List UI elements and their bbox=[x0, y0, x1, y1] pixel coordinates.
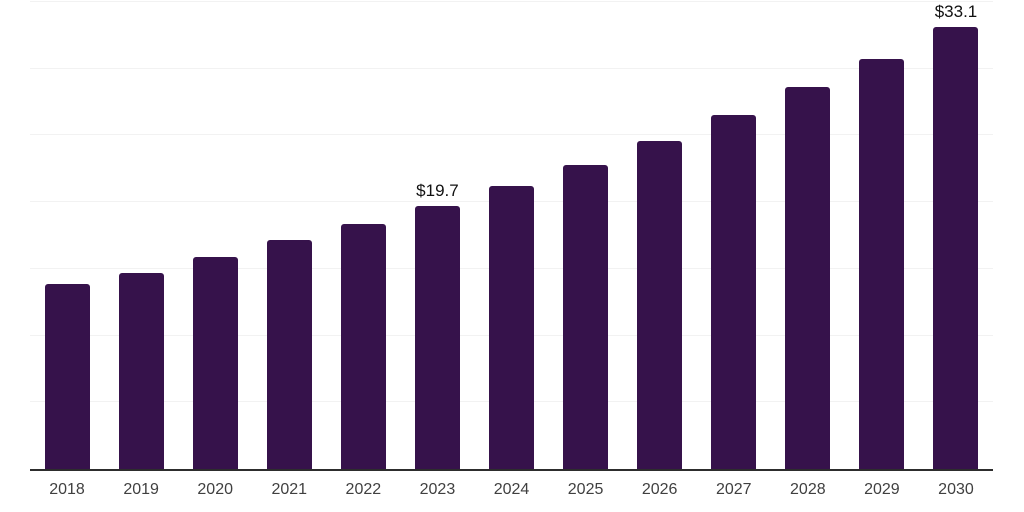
bar-2029 bbox=[859, 59, 905, 469]
bar-slot-2029 bbox=[845, 2, 919, 469]
bar-2021 bbox=[266, 239, 312, 469]
bar-2030 bbox=[933, 27, 979, 469]
bar-2028 bbox=[785, 87, 831, 469]
gridline-30 bbox=[30, 67, 993, 69]
bar-slot-2025 bbox=[549, 2, 623, 469]
x-tick-label-2022: 2022 bbox=[345, 481, 382, 498]
x-axis-labels: 2018 2019 2020 2021 2022 2023 2024 2025 2026 2027… bbox=[30, 482, 993, 498]
bar-2026 bbox=[637, 140, 683, 469]
bar-slot-2020 bbox=[178, 2, 252, 469]
x-tick-label-2024: 2024 bbox=[493, 481, 530, 498]
bar-2019 bbox=[118, 272, 164, 469]
bar-2023 bbox=[414, 206, 460, 469]
gridline-25 bbox=[30, 134, 993, 136]
bar-2020 bbox=[192, 256, 238, 469]
bar-slot-2021 bbox=[252, 2, 326, 469]
bar-slot-2024 bbox=[474, 2, 548, 469]
plot-area: $19.7 $33.1 bbox=[30, 1, 993, 471]
bar-slot-2023: $19.7 bbox=[400, 2, 474, 469]
bar-slot-2018 bbox=[30, 2, 104, 469]
x-tick-label-2030: 2030 bbox=[938, 481, 974, 498]
bar-2027 bbox=[711, 115, 757, 469]
x-tick-label-2023: 2023 bbox=[419, 481, 456, 498]
x-tick-label-2020: 2020 bbox=[197, 481, 233, 498]
x-tick-label-2025: 2025 bbox=[567, 481, 604, 498]
x-tick-label-2018: 2018 bbox=[49, 481, 85, 498]
bar-slot-2026 bbox=[623, 2, 697, 469]
x-tick-label-2021: 2021 bbox=[271, 481, 308, 498]
bar-slot-2028 bbox=[771, 2, 845, 469]
bar-slot-2019 bbox=[104, 2, 178, 469]
x-tick-label-2027: 2027 bbox=[715, 481, 752, 498]
bar-2025 bbox=[563, 164, 609, 469]
bar-2024 bbox=[489, 186, 534, 469]
x-tick-label-2029: 2029 bbox=[864, 481, 900, 498]
x-tick-label-2028: 2028 bbox=[790, 481, 826, 498]
x-tick-label-2019: 2019 bbox=[123, 481, 159, 498]
bar-value-label-2030: $33.1 bbox=[934, 2, 978, 22]
bar-slot-2030: $33.1 bbox=[919, 2, 993, 469]
bars-row: $19.7 $33.1 bbox=[30, 2, 993, 469]
bar-2018 bbox=[44, 283, 90, 469]
gridline-35 bbox=[30, 1, 993, 2]
bar-slot-2022 bbox=[326, 2, 400, 469]
bar-2022 bbox=[340, 223, 386, 469]
bar-slot-2027 bbox=[697, 2, 771, 469]
x-tick-label-2026: 2026 bbox=[641, 481, 678, 498]
bar-value-label-2023: $19.7 bbox=[416, 181, 459, 201]
